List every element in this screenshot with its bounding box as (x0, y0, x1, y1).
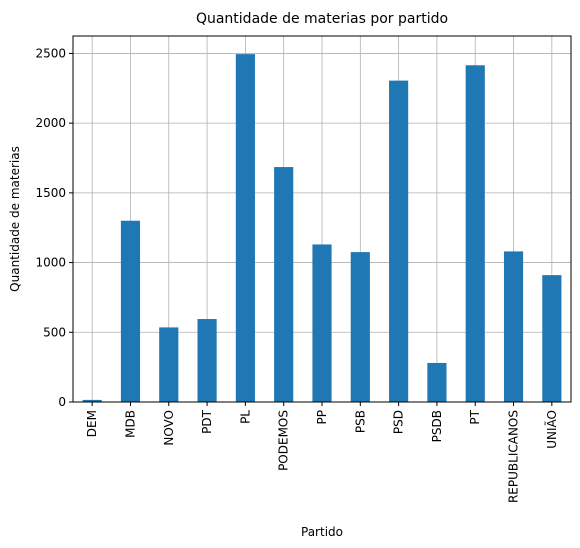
x-tick-label: PSDB (430, 410, 444, 442)
y-tick-label: 2500 (35, 46, 66, 60)
x-tick-label: DEM (85, 410, 99, 437)
y-tick-label: 0 (58, 395, 66, 409)
bar-republicanos (503, 251, 524, 402)
y-tick-label: 500 (43, 325, 66, 339)
x-tick-label: PSB (353, 410, 367, 433)
y-tick-label: 1500 (35, 186, 66, 200)
bars-layer (82, 54, 562, 403)
y-axis-label: Quantidade de materias (8, 146, 22, 292)
bar-dem (82, 399, 102, 402)
x-tick-label: MDB (123, 410, 137, 438)
y-tick-label: 1000 (35, 256, 66, 270)
x-axis-label: Partido (301, 525, 343, 539)
bar-novo (159, 327, 179, 402)
bar-pp (312, 244, 332, 402)
x-tick-label: PP (315, 410, 329, 424)
y-tick-label: 2000 (35, 116, 66, 130)
bar-psdb (427, 362, 447, 402)
bar-pt (465, 65, 485, 402)
x-tick-label: PT (468, 409, 482, 424)
x-tick-label: NOVO (162, 410, 176, 446)
bar-psd (389, 80, 409, 403)
x-tick-label: UNIÃO (544, 410, 559, 449)
ticks-layer: 0 500 1000 1500 2000 2500 DEM MDB NOVO PDT PL PODEM… (35, 46, 558, 503)
bar-união (542, 275, 562, 402)
bar-psb (350, 252, 370, 402)
x-tick-label: PODEMOS (277, 410, 291, 471)
chart-title: Quantidade de materias por partido (196, 11, 448, 27)
x-tick-label: REPUBLICANOS (507, 410, 521, 503)
bar-podemos (274, 167, 294, 402)
x-tick-label: PL (238, 410, 252, 424)
bar-pdt (197, 319, 217, 402)
x-tick-label: PDT (200, 409, 214, 433)
bar-mdb (120, 220, 141, 402)
bar-pl (235, 54, 255, 403)
x-tick-label: PSD (392, 410, 406, 434)
